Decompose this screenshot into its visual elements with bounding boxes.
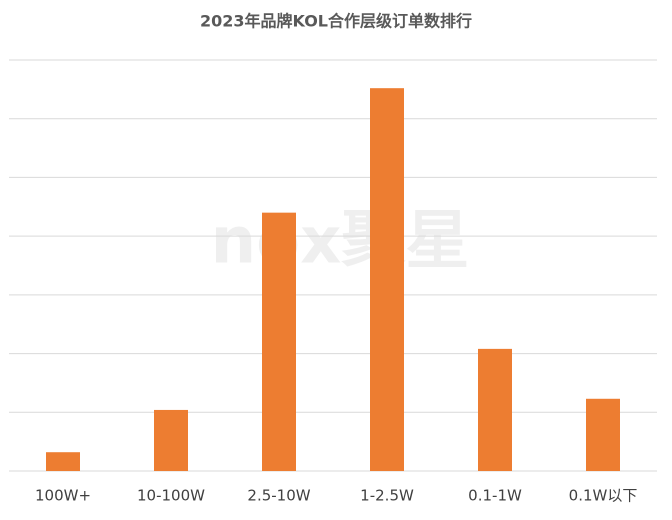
x-tick-label: 10-100W <box>137 487 205 505</box>
bar <box>262 212 296 471</box>
x-tick-label: 100W+ <box>35 487 91 505</box>
x-tick-label: 0.1-1W <box>468 487 522 505</box>
x-tick-label: 0.1W以下 <box>569 487 638 505</box>
bar <box>46 452 80 471</box>
bar <box>478 348 512 471</box>
bar <box>154 409 188 471</box>
bar <box>370 88 404 471</box>
x-tick-label: 1-2.5W <box>360 487 414 505</box>
x-tick-label: 2.5-10W <box>247 487 310 505</box>
watermark: nox聚星 <box>211 205 470 279</box>
chart-title: 2023年品牌KOL合作层级订单数排行 <box>200 12 472 31</box>
bar <box>586 398 620 471</box>
